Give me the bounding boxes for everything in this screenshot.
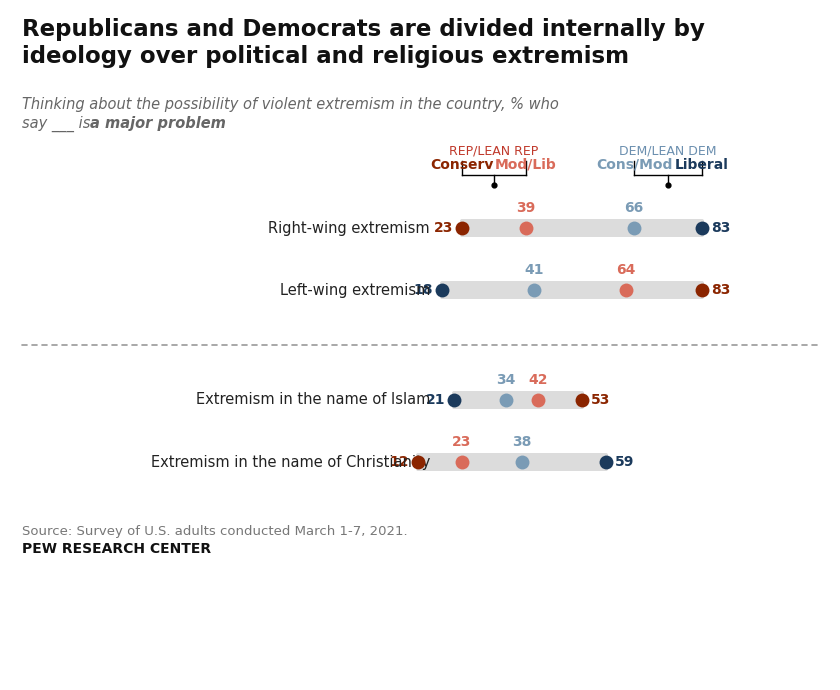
Text: Republicans and Democrats are divided internally by
ideology over political and : Republicans and Democrats are divided in… — [22, 18, 705, 68]
Point — [696, 222, 709, 233]
Text: Liberal: Liberal — [675, 158, 729, 172]
Text: 83: 83 — [711, 221, 730, 235]
Text: 38: 38 — [512, 435, 532, 449]
FancyBboxPatch shape — [460, 219, 704, 237]
Text: 39: 39 — [517, 201, 536, 215]
FancyBboxPatch shape — [452, 391, 584, 409]
Text: REP/LEAN REP: REP/LEAN REP — [449, 145, 538, 158]
Point — [661, 179, 675, 190]
Text: 23: 23 — [452, 435, 472, 449]
Point — [487, 179, 501, 190]
Point — [435, 284, 449, 295]
Text: a major problem: a major problem — [90, 116, 226, 131]
Text: Cons/Mod: Cons/Mod — [596, 158, 672, 172]
Point — [575, 395, 589, 406]
Text: Extremism in the name of Islam: Extremism in the name of Islam — [196, 393, 430, 408]
Text: 59: 59 — [615, 455, 634, 469]
Point — [412, 457, 425, 468]
Text: Left-wing extremism: Left-wing extremism — [280, 282, 430, 297]
Text: 83: 83 — [711, 283, 730, 297]
Point — [599, 457, 612, 468]
FancyBboxPatch shape — [440, 281, 704, 299]
Text: 64: 64 — [617, 263, 636, 277]
Point — [499, 395, 512, 406]
Text: 23: 23 — [433, 221, 453, 235]
Text: 12: 12 — [390, 455, 409, 469]
Point — [531, 395, 544, 406]
Text: Extremism in the name of Christianity: Extremism in the name of Christianity — [150, 455, 430, 469]
Text: PEW RESEARCH CENTER: PEW RESEARCH CENTER — [22, 542, 211, 556]
Point — [455, 222, 469, 233]
Point — [519, 222, 533, 233]
Point — [447, 395, 460, 406]
Text: Mod/Lib: Mod/Lib — [495, 158, 557, 172]
Text: Thinking about the possibility of violent extremism in the country, % who: Thinking about the possibility of violen… — [22, 97, 559, 112]
Point — [696, 284, 709, 295]
Text: 42: 42 — [528, 373, 548, 387]
Point — [619, 284, 633, 295]
Text: Right-wing extremism: Right-wing extremism — [268, 221, 430, 235]
Text: 53: 53 — [591, 393, 611, 407]
Text: 41: 41 — [524, 263, 543, 277]
Point — [455, 457, 469, 468]
Text: Source: Survey of U.S. adults conducted March 1-7, 2021.: Source: Survey of U.S. adults conducted … — [22, 525, 407, 538]
Text: say ___ is: say ___ is — [22, 116, 95, 132]
Point — [515, 457, 528, 468]
Text: Conserv: Conserv — [430, 158, 494, 172]
Text: 21: 21 — [426, 393, 445, 407]
Text: 34: 34 — [496, 373, 516, 387]
Point — [627, 222, 641, 233]
Text: DEM/LEAN DEM: DEM/LEAN DEM — [619, 145, 717, 158]
FancyBboxPatch shape — [416, 453, 608, 471]
Text: 66: 66 — [624, 201, 643, 215]
Text: 18: 18 — [413, 283, 433, 297]
Point — [528, 284, 541, 295]
